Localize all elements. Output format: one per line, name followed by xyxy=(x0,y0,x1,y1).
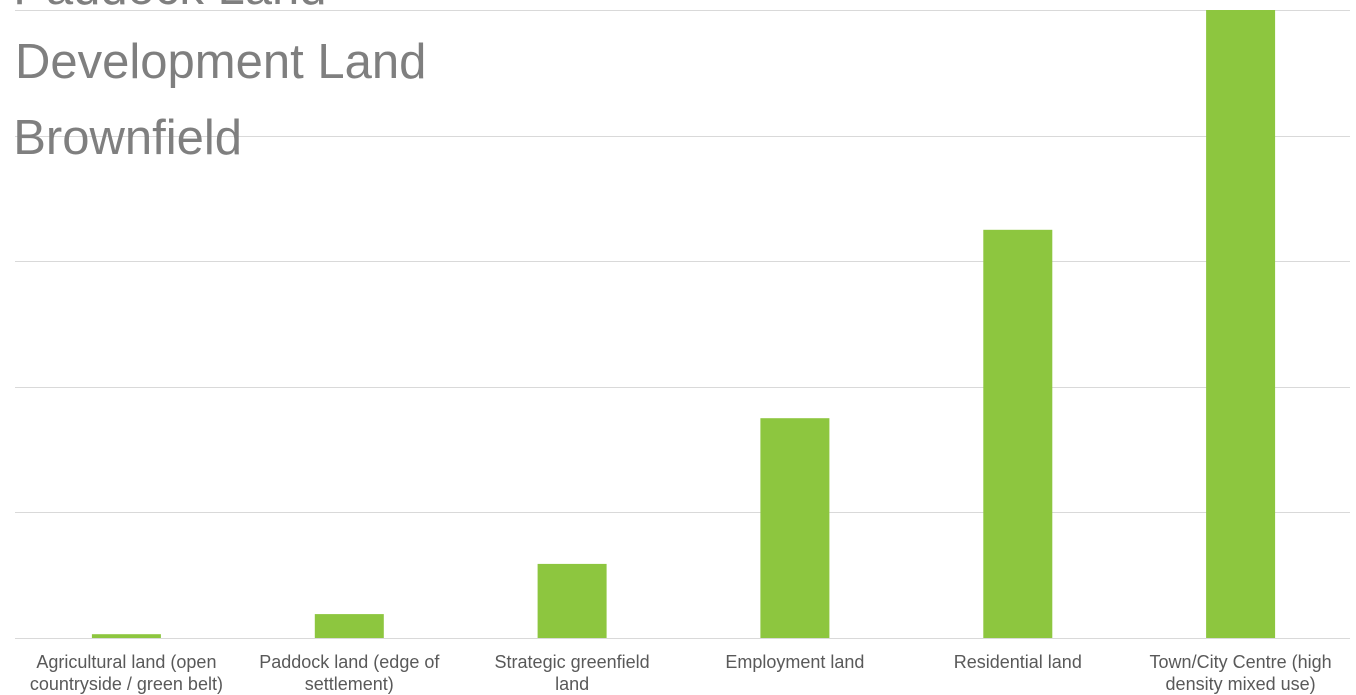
category-label-line: Paddock land (edge of xyxy=(259,652,440,672)
overlay-text-line-3: / Brownfield xyxy=(0,111,242,165)
bar xyxy=(1206,10,1276,638)
category-label: Strategic greenfield land xyxy=(495,652,650,694)
bar xyxy=(314,614,384,638)
bar xyxy=(537,563,607,638)
overlay-text-group: / Paddock Land Development Land / Brownf… xyxy=(0,0,426,165)
category-label-line: density mixed use) xyxy=(1166,674,1316,694)
bar xyxy=(91,634,161,638)
category-label-line: countryside / green belt) xyxy=(30,674,223,694)
category-label: Residential land xyxy=(954,652,1082,672)
category-label-line: Residential land xyxy=(954,652,1082,672)
overlay-text-line-1: / Paddock Land xyxy=(0,0,327,15)
category-label-line: land xyxy=(555,674,589,694)
gridlines xyxy=(15,10,1350,639)
category-label-line: Employment land xyxy=(725,652,864,672)
category-labels: Agricultural land (open countryside / gre… xyxy=(30,652,1332,694)
category-label: Employment land xyxy=(725,652,864,672)
category-label-line: Town/City Centre (high xyxy=(1150,652,1332,672)
category-label-line: Strategic greenfield xyxy=(495,652,650,672)
category-label: Paddock land (edge of settlement) xyxy=(259,652,440,694)
category-label: Town/City Centre (high density mixed use) xyxy=(1150,652,1332,694)
bar xyxy=(983,229,1053,639)
overlay-text-line-2: Development Land xyxy=(15,35,426,89)
category-label-line: Agricultural land (open xyxy=(36,652,216,672)
bars xyxy=(91,10,1276,639)
bar xyxy=(760,418,830,638)
category-label-line: settlement) xyxy=(305,674,394,694)
category-label: Agricultural land (open countryside / gre… xyxy=(30,652,223,694)
